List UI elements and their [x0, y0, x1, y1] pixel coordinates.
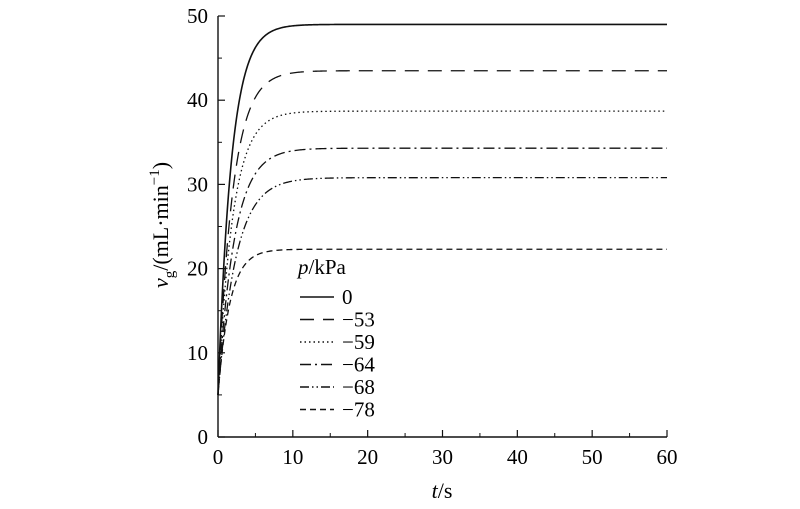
series-line-0 [217, 23, 667, 395]
legend-label-0: 0 [342, 285, 353, 309]
y-axis-label: vg/(mL·min−1) [147, 162, 178, 288]
series-line-5 [217, 248, 667, 395]
x-tick-label: 0 [213, 445, 224, 469]
legend-label-1: −53 [342, 308, 375, 332]
x-tick-label: 20 [357, 445, 378, 469]
series-layer [217, 23, 667, 395]
x-tick-label: 40 [507, 445, 528, 469]
legend-label-3: −64 [342, 353, 375, 377]
series-line-3 [217, 147, 667, 395]
series-line-1 [217, 70, 667, 395]
legend-label-2: −59 [342, 330, 375, 354]
series-line-2 [217, 110, 667, 395]
x-tick-label: 50 [582, 445, 603, 469]
legend-label-5: −78 [342, 398, 375, 422]
legend-label-4: −68 [342, 375, 375, 399]
x-tick-label: 60 [657, 445, 678, 469]
x-tick-label: 10 [282, 445, 303, 469]
y-tick-label: 20 [187, 257, 208, 281]
y-tick-label: 30 [187, 172, 208, 196]
y-tick-label: 40 [187, 88, 208, 112]
legend-title: p/kPa [296, 255, 347, 279]
y-tick-label: 50 [187, 4, 208, 28]
ticks: 0 10 20 30 40 50 60 0 10 20 30 40 50 [187, 4, 678, 469]
x-tick-label: 30 [432, 445, 453, 469]
series-line-4 [217, 177, 667, 395]
legend: p/kPa 0−53−59−64−68−78 [296, 255, 375, 422]
x-axis-label: t/s [432, 478, 453, 503]
y-tick-label: 10 [187, 341, 208, 365]
plot-frame [217, 16, 667, 438]
y-tick-label: 0 [198, 425, 209, 449]
